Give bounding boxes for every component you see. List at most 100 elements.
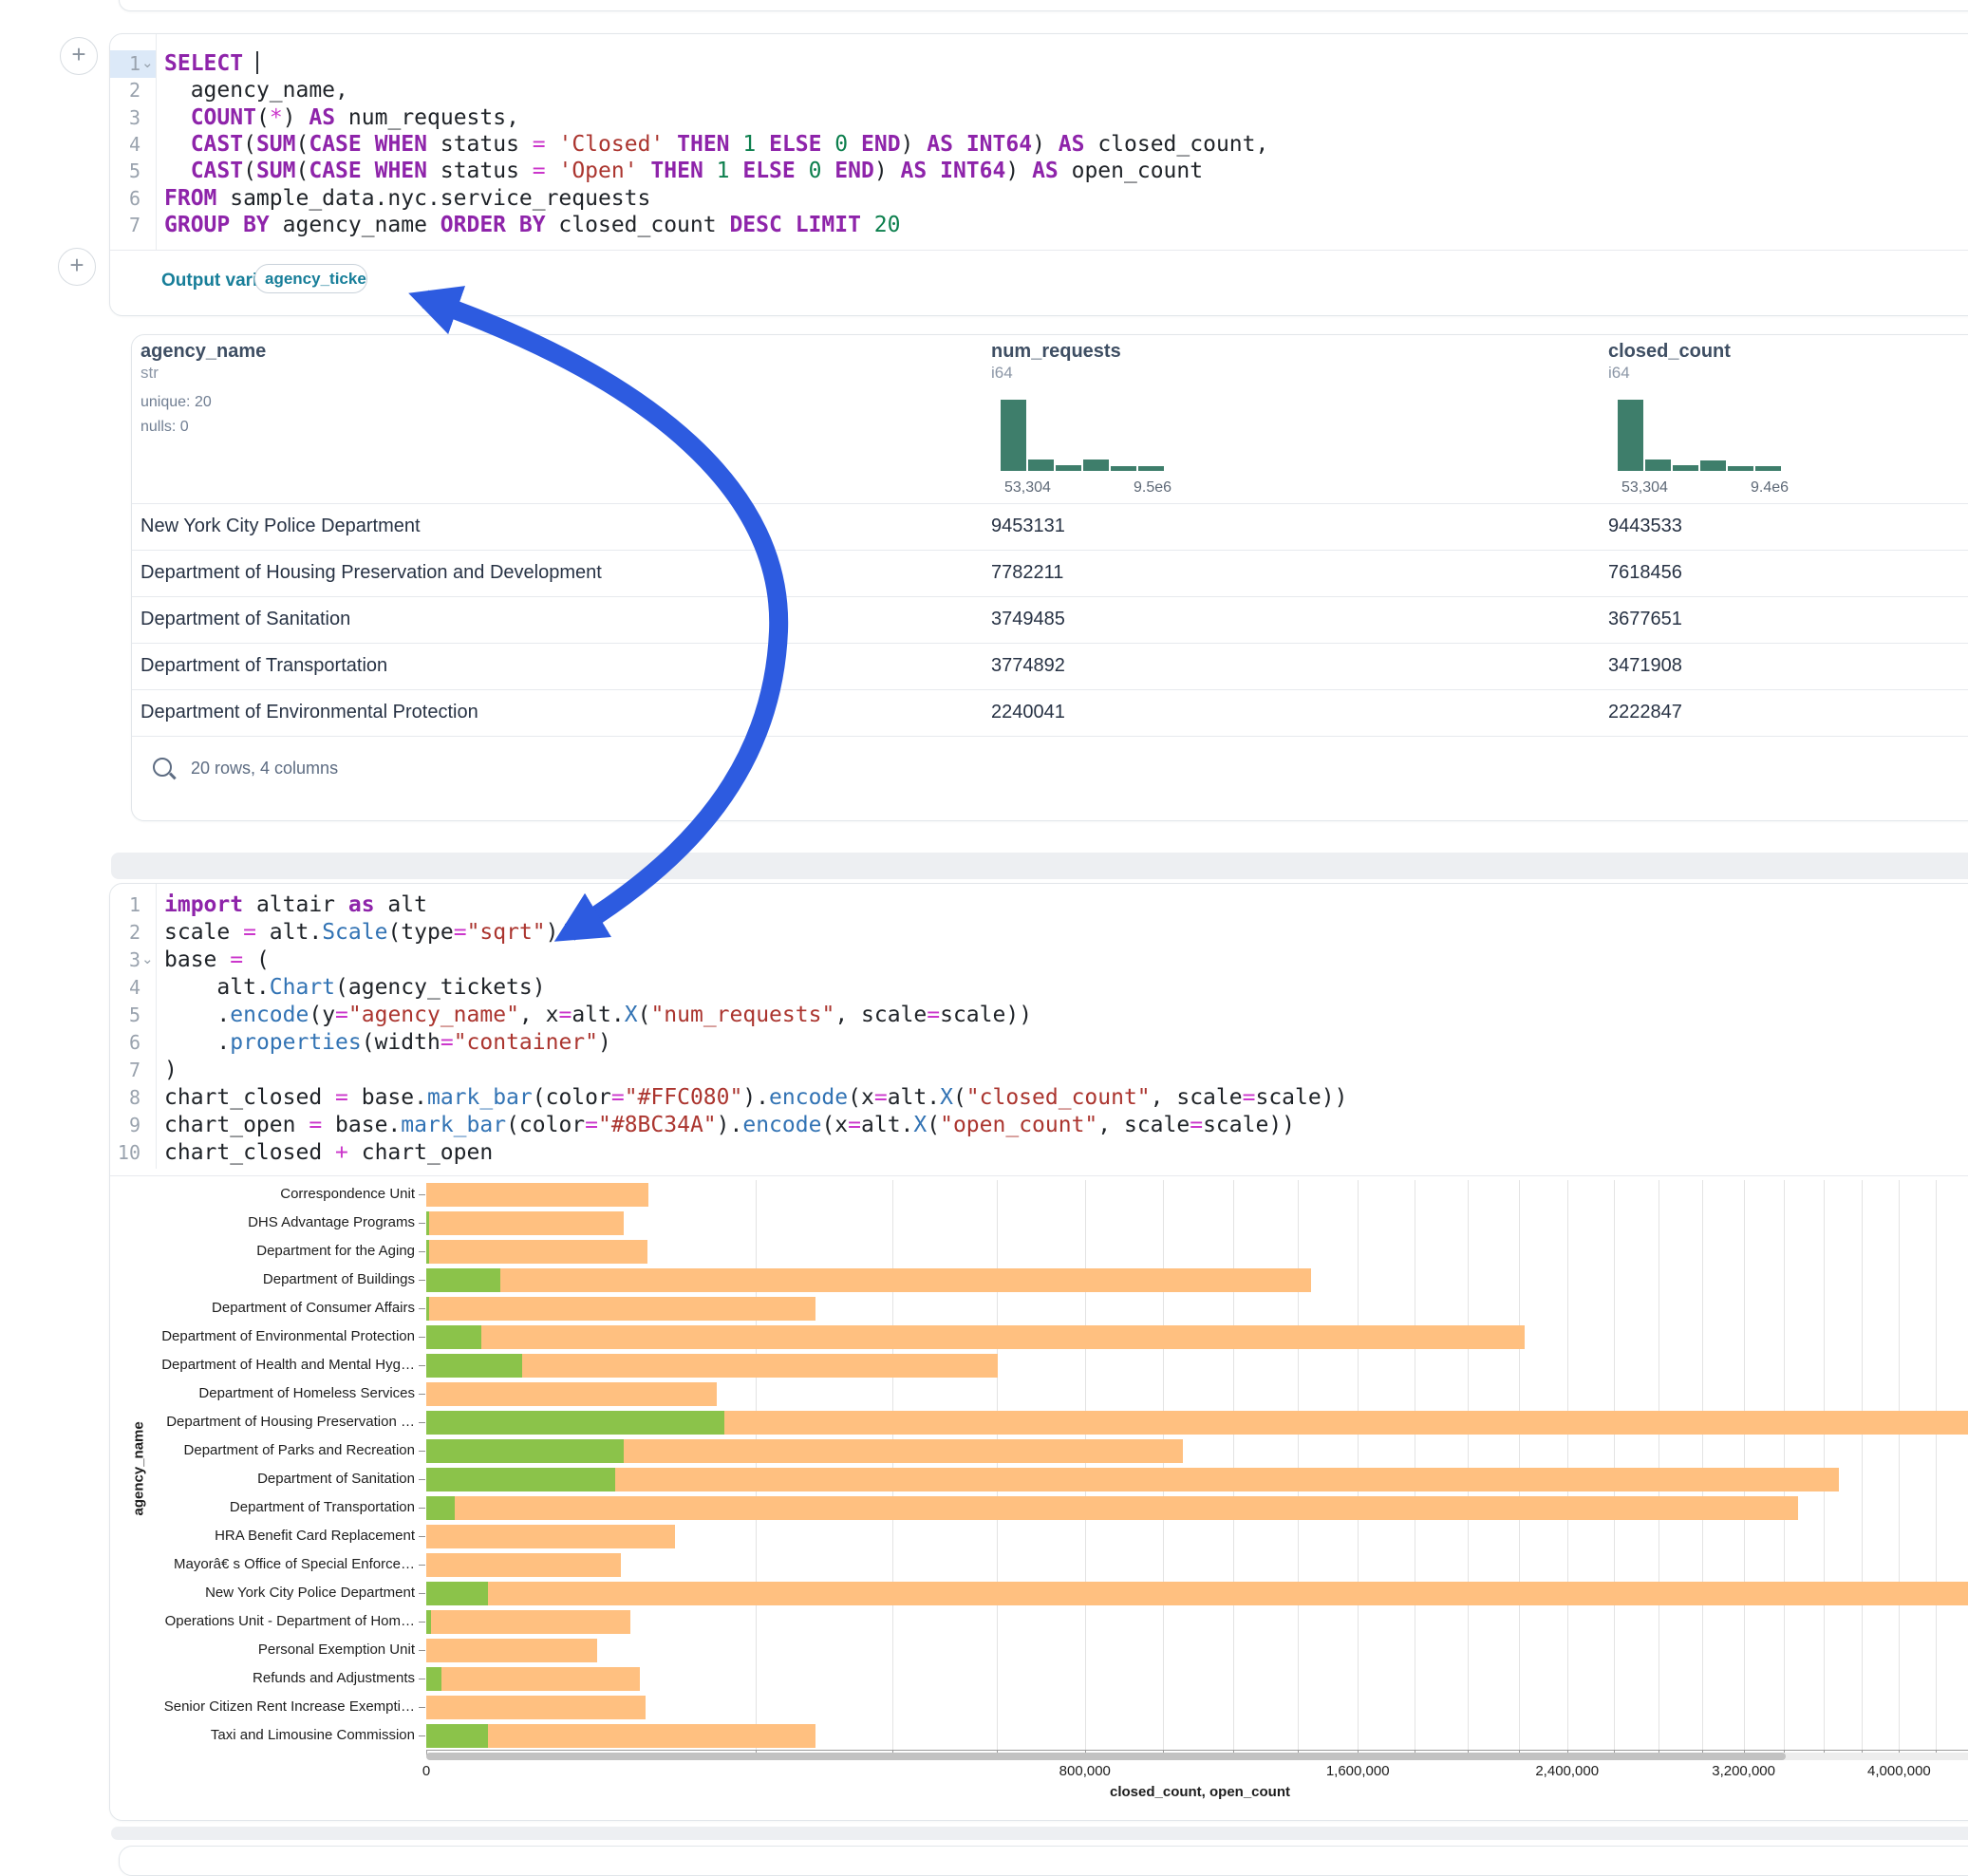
bar-open-count[interactable] (426, 1268, 500, 1292)
table-cell[interactable]: 3677651 (1608, 609, 1682, 630)
x-axis-title: closed_count, open_count (1110, 1784, 1290, 1800)
column-histogram-bar[interactable] (1700, 460, 1726, 471)
bar-closed-count[interactable] (426, 1211, 624, 1235)
bar-closed-count[interactable] (426, 1297, 815, 1321)
bar-closed-count[interactable] (426, 1468, 1839, 1491)
bar-closed-count[interactable] (426, 1382, 717, 1406)
bar-open-count[interactable] (426, 1610, 431, 1634)
bar-open-count[interactable] (426, 1582, 488, 1605)
bar-open-count[interactable] (426, 1297, 429, 1321)
table-cell[interactable]: 3774892 (991, 655, 1065, 677)
bar-closed-count[interactable] (426, 1639, 597, 1662)
column-histogram-bar[interactable] (1138, 466, 1164, 471)
code-line[interactable]: 9chart_open = base.mark_bar(color="#8BC3… (110, 1112, 1968, 1138)
code-line[interactable]: 6FROM sample_data.nyc.service_requests (110, 185, 1968, 212)
bar-closed-count[interactable] (426, 1667, 640, 1691)
column-title[interactable]: closed_count (1608, 341, 1731, 363)
bar-open-count[interactable] (426, 1468, 615, 1491)
table-cell[interactable]: 2222847 (1608, 702, 1682, 723)
code-line[interactable]: 1⌄SELECT (110, 50, 1968, 77)
table-cell[interactable]: 9453131 (991, 516, 1065, 537)
column-histogram-bar[interactable] (1028, 460, 1054, 471)
code-line[interactable]: 6 .properties(width="container") (110, 1029, 1968, 1056)
table-cell[interactable]: 9443533 (1608, 516, 1682, 537)
fold-chevron-icon[interactable]: ⌄ (141, 947, 154, 973)
code-line[interactable]: 3 COUNT(*) AS num_requests, (110, 104, 1968, 131)
column-histogram-bar[interactable] (1056, 465, 1081, 471)
table-cell[interactable]: 7618456 (1608, 562, 1682, 584)
bar-open-count[interactable] (426, 1439, 624, 1463)
bar-closed-count[interactable] (426, 1610, 630, 1634)
bar-open-count[interactable] (426, 1667, 441, 1691)
table-row-agency[interactable]: Department of Environmental Protection (141, 702, 478, 723)
bar-closed-count[interactable] (426, 1240, 647, 1264)
bar-closed-count[interactable] (426, 1496, 1798, 1520)
bar-closed-count[interactable] (426, 1268, 1311, 1292)
column-histogram-bar[interactable] (1728, 466, 1753, 471)
code-line[interactable]: 3⌄base = ( (110, 947, 1968, 973)
y-axis-tick (419, 1565, 425, 1566)
row-separator (132, 643, 1968, 644)
x-axis-tick-label: 2,400,000 (1535, 1763, 1599, 1779)
column-type: str (141, 364, 159, 383)
table-row-agency[interactable]: New York City Police Department (141, 516, 421, 537)
bar-closed-count[interactable] (426, 1553, 621, 1577)
code-line[interactable]: 4 CAST(SUM(CASE WHEN status = 'Closed' T… (110, 131, 1968, 158)
code-line[interactable]: 2scale = alt.Scale(type="sqrt") (110, 919, 1968, 946)
bar-closed-count[interactable] (426, 1525, 675, 1548)
column-histogram-bar[interactable] (1673, 465, 1698, 471)
histogram-max-label: 9.5e6 (1134, 479, 1171, 497)
bar-open-count[interactable] (426, 1240, 429, 1264)
column-histogram-bar[interactable] (1645, 460, 1671, 471)
x-axis-tick-label: 3,200,000 (1712, 1763, 1775, 1779)
code-line[interactable]: 7GROUP BY agency_name ORDER BY closed_co… (110, 212, 1968, 238)
bar-closed-count[interactable] (426, 1325, 1525, 1349)
y-axis-label: Department of Buildings (110, 1271, 415, 1287)
column-title[interactable]: agency_name (141, 341, 266, 363)
gridline (1784, 1180, 1785, 1750)
y-axis-tick (419, 1337, 425, 1338)
column-histogram-bar[interactable] (1001, 400, 1026, 471)
column-histogram-bar[interactable] (1755, 466, 1781, 471)
column-meta: nulls: 0 (141, 419, 189, 436)
bar-open-count[interactable] (426, 1211, 429, 1235)
y-axis-tick (419, 1194, 425, 1195)
bar-open-count[interactable] (426, 1724, 488, 1748)
table-cell[interactable]: 3471908 (1608, 655, 1682, 677)
code-line[interactable]: 7) (110, 1057, 1968, 1083)
chart-scrollbar-thumb[interactable] (426, 1753, 1786, 1760)
code-line[interactable]: 1import altair as alt (110, 891, 1968, 918)
bar-open-count[interactable] (426, 1496, 455, 1520)
code-line[interactable]: 4 alt.Chart(agency_tickets) (110, 974, 1968, 1001)
bar-open-count[interactable] (426, 1411, 724, 1435)
column-meta: unique: 20 (141, 394, 212, 411)
table-row-agency[interactable]: Department of Transportation (141, 655, 387, 677)
bar-open-count[interactable] (426, 1325, 481, 1349)
python-cell: 1import altair as alt2scale = alt.Scale(… (109, 883, 1968, 1821)
code-line[interactable]: 10chart_closed + chart_open (110, 1139, 1968, 1166)
code-line[interactable]: 5 .encode(y="agency_name", x=alt.X("num_… (110, 1002, 1968, 1028)
code-line[interactable]: 8chart_closed = base.mark_bar(color="#FF… (110, 1084, 1968, 1111)
add-cell-button-middle[interactable]: + (58, 248, 96, 286)
code-line[interactable]: 5 CAST(SUM(CASE WHEN status = 'Open' THE… (110, 158, 1968, 184)
line-number: 5 (110, 158, 141, 184)
bar-open-count[interactable] (426, 1354, 522, 1378)
bar-closed-count[interactable] (426, 1582, 1968, 1605)
bar-closed-count[interactable] (426, 1183, 648, 1207)
column-histogram-bar[interactable] (1083, 460, 1109, 471)
table-row-agency[interactable]: Department of Housing Preservation and D… (141, 562, 602, 584)
gridline (1519, 1180, 1520, 1750)
table-cell[interactable]: 7782211 (991, 562, 1063, 584)
add-cell-button-top[interactable]: + (60, 37, 98, 75)
table-row-agency[interactable]: Department of Sanitation (141, 609, 350, 630)
bar-closed-count[interactable] (426, 1696, 646, 1719)
table-cell[interactable]: 2240041 (991, 702, 1065, 723)
column-histogram-bar[interactable] (1618, 400, 1643, 471)
column-histogram-bar[interactable] (1111, 466, 1136, 471)
output-variable-pill[interactable]: agency_tickets (254, 264, 367, 293)
column-title[interactable]: num_requests (991, 341, 1121, 363)
code-line[interactable]: 2 agency_name, (110, 77, 1968, 103)
search-icon[interactable] (151, 756, 179, 784)
fold-chevron-icon[interactable]: ⌄ (141, 50, 154, 77)
table-cell[interactable]: 3749485 (991, 609, 1065, 630)
